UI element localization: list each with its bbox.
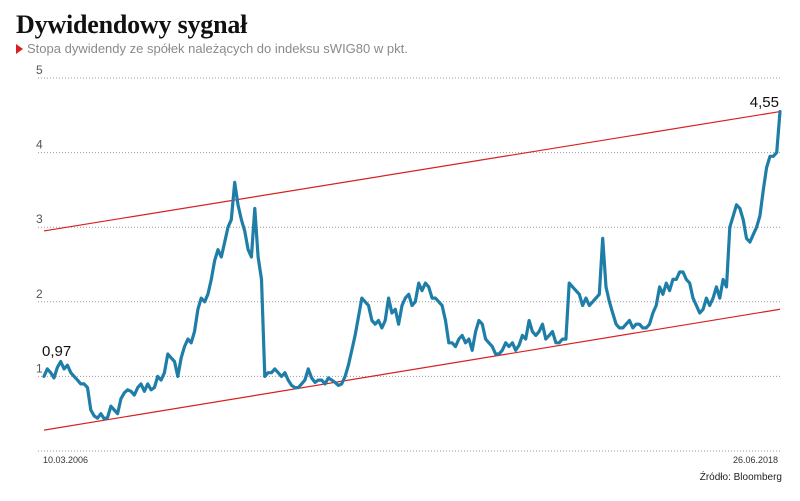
- trend-lines: [43, 110, 781, 431]
- y-axis-ticks: 5 4 3 2 1: [36, 63, 43, 375]
- subtitle-text: Stopa dywidendy ze spółek należących do …: [27, 41, 408, 56]
- triangle-marker-icon: [16, 43, 23, 54]
- trend-line: [43, 110, 781, 232]
- y-tick-label: 1: [36, 361, 43, 375]
- chart-title: Dywidendowy sygnał: [16, 10, 248, 39]
- x-tick-end: 26.06.2018: [733, 455, 778, 465]
- series-line: [42, 110, 782, 421]
- trend-line: [43, 308, 781, 431]
- source-note: Źródło: Bloomberg: [699, 472, 782, 483]
- end-value-label: 4,55: [750, 94, 779, 111]
- x-tick-start: 10.03.2006: [43, 455, 88, 465]
- y-tick-label: 4: [36, 138, 43, 152]
- y-tick-label: 2: [36, 287, 43, 301]
- y-tick-label: 3: [36, 212, 43, 226]
- y-tick-label: 5: [36, 63, 43, 77]
- start-value-label: 0,97: [42, 343, 71, 360]
- grid-lines: [38, 77, 782, 377]
- chart-subtitle: Stopa dywidendy ze spółek należących do …: [16, 41, 408, 56]
